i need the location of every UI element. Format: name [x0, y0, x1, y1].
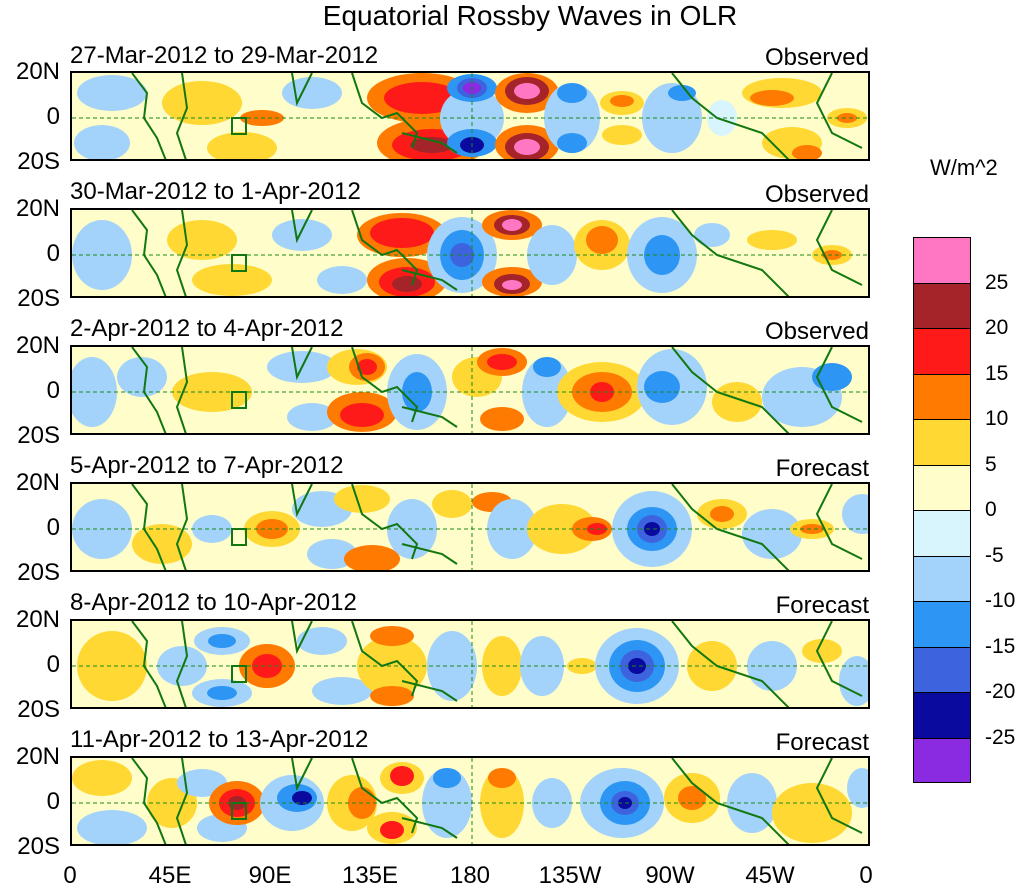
coastlines [131, 73, 863, 159]
lon-label-0-end: 0 [859, 862, 873, 889]
panel-1-map [70, 71, 870, 161]
colorbar-label-20: 20 [985, 316, 1009, 339]
panel-2-title: 30-Mar-2012 to 1-Apr-2012 [70, 178, 361, 205]
colorbar-swatch-1 [913, 237, 971, 283]
map-title: Equatorial Rossby Waves in OLR [322, 0, 738, 31]
panel-3-kind: Observed [764, 318, 869, 345]
panel-2-kind: Observed [764, 181, 869, 208]
anomaly-field [74, 73, 867, 159]
lon-label-0: 0 [63, 862, 77, 889]
panel-1-lat-0: 0 [46, 103, 60, 130]
colorbar-swatch-5 [913, 419, 971, 465]
colorbar-label-neg10: -10 [985, 589, 1016, 612]
panel-3-map [70, 345, 870, 435]
panel-2-lat-20n: 20N [15, 195, 60, 222]
panel-2-map [70, 208, 870, 298]
colorbar-swatch-12 [913, 737, 971, 783]
lon-label-90e: 90E [248, 862, 292, 889]
panel-4-kind: Forecast [775, 455, 869, 482]
panel-4-lat-0: 0 [46, 514, 60, 541]
panel-1-title: 27-Mar-2012 to 29-Mar-2012 [70, 42, 379, 69]
panel-4-map [70, 482, 870, 572]
colorbar [913, 237, 971, 783]
colorbar-swatch-8 [913, 555, 971, 601]
panel-4-lat-20n: 20N [15, 469, 60, 496]
colorbar-swatch-9 [913, 601, 971, 647]
panel-6-kind: Forecast [775, 729, 869, 756]
lon-label-135e: 135E [341, 862, 399, 889]
panel-1-kind: Observed [764, 44, 869, 71]
colorbar-label-10: 10 [985, 407, 1009, 430]
panel-6-map [70, 756, 870, 846]
colorbar-label-15: 15 [985, 362, 1009, 385]
panel-5-lat-20s: 20S [17, 696, 60, 723]
panel-6-title: 11-Apr-2012 to 13-Apr-2012 [70, 726, 369, 753]
colorbar-label-neg25: -25 [985, 726, 1016, 749]
panel-2-lat-20s: 20S [17, 285, 60, 312]
panel-3-lat-0: 0 [46, 377, 60, 404]
lon-label-180: 180 [449, 862, 491, 889]
colorbar-swatch-7 [913, 510, 971, 556]
panel-4-lat-20s: 20S [17, 559, 60, 586]
colorbar-swatch-2 [913, 282, 971, 328]
colorbar-units: W/m^2 [930, 155, 998, 180]
panel-5-title: 8-Apr-2012 to 10-Apr-2012 [70, 589, 357, 616]
colorbar-label-neg15: -15 [985, 635, 1016, 658]
panel-2-lat-0: 0 [46, 240, 60, 267]
colorbar-swatch-4 [913, 373, 971, 419]
panel-5-kind: Forecast [775, 592, 869, 619]
panel-5-lat-20n: 20N [15, 606, 60, 633]
panel-5-map [70, 619, 870, 709]
colorbar-label-5: 5 [985, 453, 997, 476]
colorbar-swatch-3 [913, 328, 971, 374]
colorbar-swatch-10 [913, 646, 971, 692]
colorbar-label-0: 0 [985, 498, 997, 521]
lon-label-45w: 45W [745, 862, 795, 889]
lon-label-90w: 90W [645, 862, 695, 889]
panel-3-lat-20n: 20N [15, 332, 60, 359]
panel-1-lat-20n: 20N [15, 58, 60, 85]
panel-6-lat-20s: 20S [17, 833, 60, 860]
panel-6-lat-20n: 20N [15, 743, 60, 770]
panel-3-title: 2-Apr-2012 to 4-Apr-2012 [70, 315, 344, 342]
panel-5-lat-0: 0 [46, 651, 60, 678]
lon-label-135w: 135W [538, 862, 602, 889]
panel-4-title: 5-Apr-2012 to 7-Apr-2012 [70, 452, 344, 479]
colorbar-swatch-11 [913, 692, 971, 738]
colorbar-swatch-6 [913, 464, 971, 510]
panel-1-lat-20s: 20S [17, 148, 60, 175]
panel-3-lat-20s: 20S [17, 422, 60, 449]
colorbar-label-neg20: -20 [985, 680, 1016, 703]
lon-label-45e: 45E [148, 862, 192, 889]
colorbar-label-25: 25 [985, 271, 1009, 294]
colorbar-label-neg5: -5 [985, 544, 1004, 567]
panel-6-lat-0: 0 [46, 788, 60, 815]
